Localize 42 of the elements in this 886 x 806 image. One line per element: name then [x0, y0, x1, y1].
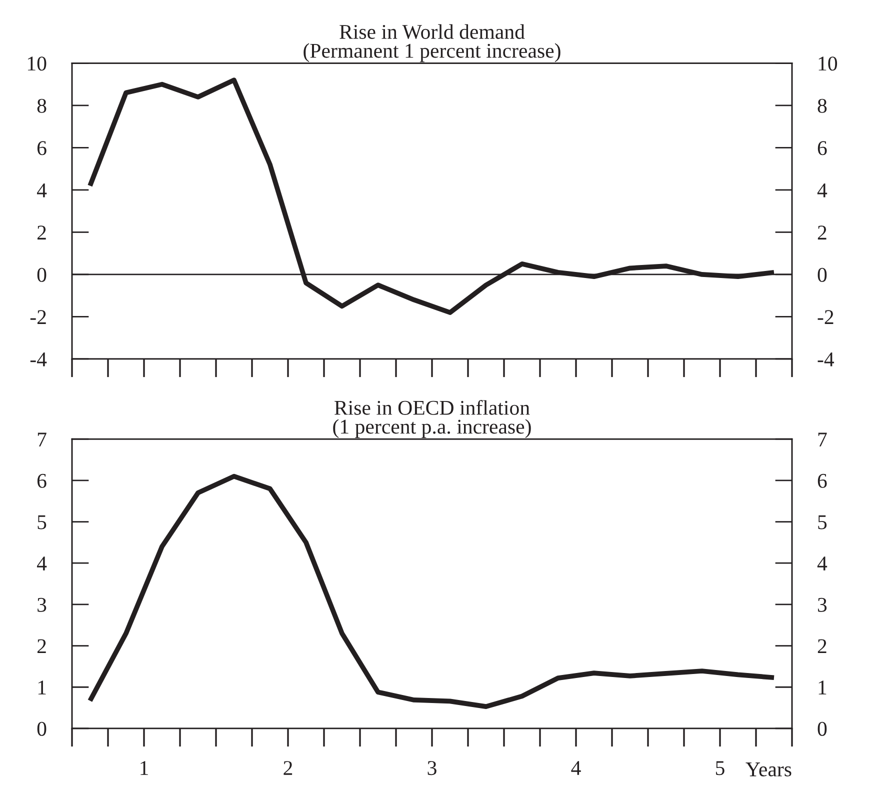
- chart-subtitle: (Permanent 1 percent increase): [304, 43, 560, 62]
- y-tick-label: 2: [38, 226, 46, 240]
- y2-tick-label: 8: [818, 98, 827, 113]
- x-tick-label: 5: [716, 761, 724, 776]
- y2-tick-label: -4: [818, 352, 834, 366]
- chart-subtitle: (1 percent p.a. increase): [333, 419, 531, 438]
- y2-tick-label: 0: [818, 722, 827, 736]
- x-tick-label: 4: [571, 761, 581, 775]
- y-tick-label: 5: [38, 515, 46, 530]
- y2-tick-label: 4: [817, 183, 828, 198]
- y-tick-label: 6: [37, 474, 46, 488]
- y-tick-label: -2: [30, 310, 46, 324]
- y-tick-label: 4: [36, 556, 47, 570]
- y-tick-label: 10: [28, 56, 46, 71]
- y-tick-label: 1: [38, 680, 46, 694]
- y-tick-label: -4: [30, 352, 47, 366]
- y2-tick-label: 2: [818, 639, 826, 654]
- y-tick-label: 2: [38, 639, 46, 654]
- y2-tick-label: 2: [818, 226, 826, 240]
- y2-tick-label: 3: [818, 598, 827, 612]
- y2-tick-label: 1: [818, 680, 826, 694]
- y2-tick-label: -2: [818, 310, 834, 324]
- y-tick-label: 7: [38, 432, 46, 446]
- chart-title: Rise in OECD inflation: [334, 400, 530, 415]
- y-tick-label: 8: [37, 98, 46, 113]
- x-tick-label: 1: [140, 761, 148, 775]
- y2-tick-label: 6: [818, 474, 827, 488]
- y2-tick-label: 6: [818, 141, 827, 156]
- y-tick-label: 0: [37, 722, 46, 736]
- y-tick-label: 6: [37, 141, 46, 156]
- y2-tick-label: 4: [817, 556, 828, 570]
- x-tick-label: 2: [284, 761, 292, 775]
- chart-title: Rise in World demand: [340, 24, 525, 40]
- y-tick-label: 3: [38, 598, 46, 612]
- y2-tick-label: 5: [818, 515, 827, 530]
- y2-tick-label: 0: [818, 268, 827, 282]
- x-axis-title: Years: [746, 762, 792, 776]
- y2-tick-label: 10: [818, 56, 838, 71]
- y-tick-label: 0: [37, 268, 46, 282]
- y2-tick-label: 7: [818, 432, 827, 446]
- x-tick-label: 3: [428, 761, 436, 776]
- y-tick-label: 4: [36, 183, 47, 198]
